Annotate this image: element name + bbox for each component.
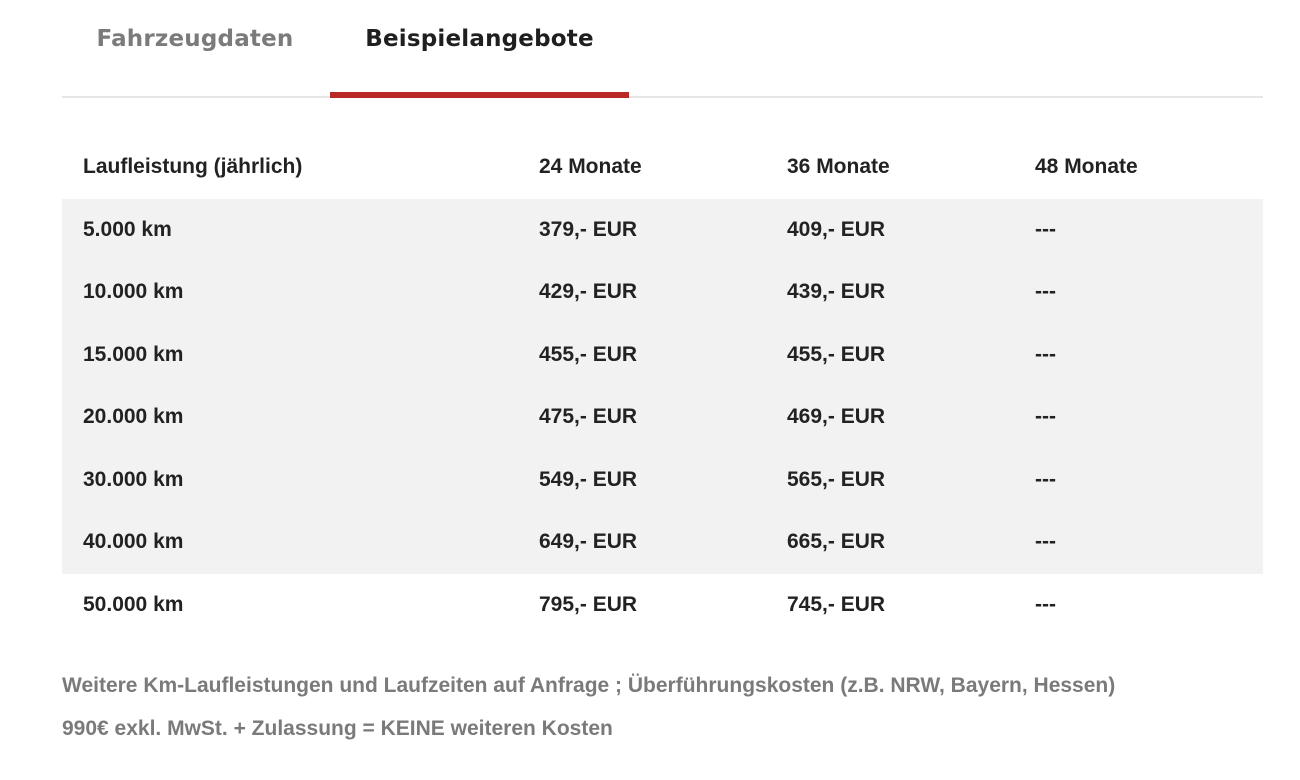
table-row: 15.000 km 455,- EUR 455,- EUR --- bbox=[62, 323, 1263, 386]
tab-label: Beispielangebote bbox=[365, 26, 594, 52]
column-header-48-months: 48 Monate bbox=[1035, 155, 1138, 179]
mileage-cell: 50.000 km bbox=[83, 592, 184, 616]
table-row: 50.000 km 795,- EUR 745,- EUR --- bbox=[62, 574, 1263, 637]
mileage-cell: 5.000 km bbox=[62, 198, 518, 261]
column-header-mileage: Laufleistung (jährlich) bbox=[83, 155, 303, 179]
tab-beispielangebote[interactable]: Beispielangebote bbox=[330, 0, 629, 98]
table-header-row: Laufleistung (jährlich) 24 Monate 36 Mon… bbox=[62, 136, 1263, 199]
price-cell: 379,- EUR bbox=[518, 198, 766, 261]
price-cell: 409,- EUR bbox=[766, 198, 1014, 261]
price-cell: 795,- EUR bbox=[539, 592, 638, 616]
price-cell: 469,- EUR bbox=[766, 386, 1014, 449]
footnote-line: Weitere Km-Laufleistungen und Laufzeiten… bbox=[62, 674, 1116, 697]
price-cell: 565,- EUR bbox=[766, 448, 1014, 511]
mileage-cell: 40.000 km bbox=[62, 511, 518, 574]
tab-fahrzeugdaten[interactable]: Fahrzeugdaten bbox=[70, 0, 320, 96]
leasing-offers-table: Laufleistung (jährlich) 24 Monate 36 Mon… bbox=[62, 136, 1263, 636]
active-tab-indicator bbox=[330, 92, 629, 98]
mileage-cell: 30.000 km bbox=[62, 448, 518, 511]
price-cell: 549,- EUR bbox=[518, 448, 766, 511]
price-cell: --- bbox=[1014, 448, 1263, 511]
price-cell: --- bbox=[1014, 511, 1263, 574]
price-cell: --- bbox=[1035, 592, 1056, 616]
column-header-24-months: 24 Monate bbox=[539, 155, 642, 179]
price-cell: 455,- EUR bbox=[518, 323, 766, 386]
price-cell: 745,- EUR bbox=[787, 592, 886, 616]
price-cell: --- bbox=[1014, 198, 1263, 261]
price-cell: 429,- EUR bbox=[518, 261, 766, 324]
price-cell: 649,- EUR bbox=[518, 511, 766, 574]
column-header-36-months: 36 Monate bbox=[787, 155, 890, 179]
table-row: 30.000 km 549,- EUR 565,- EUR --- bbox=[62, 448, 1263, 511]
price-cell: --- bbox=[1014, 386, 1263, 449]
price-cell: --- bbox=[1014, 323, 1263, 386]
tab-label: Fahrzeugdaten bbox=[96, 26, 294, 52]
table-row: 5.000 km 379,- EUR 409,- EUR --- bbox=[62, 198, 1263, 261]
price-cell: 665,- EUR bbox=[766, 511, 1014, 574]
footnote: Weitere Km-Laufleistungen und Laufzeiten… bbox=[62, 664, 1262, 750]
mileage-cell: 15.000 km bbox=[62, 323, 518, 386]
footnote-line: 990€ exkl. MwSt. + Zulassung = KEINE wei… bbox=[62, 717, 613, 740]
mileage-cell: 10.000 km bbox=[62, 261, 518, 324]
price-cell: --- bbox=[1014, 261, 1263, 324]
table-row: 20.000 km 475,- EUR 469,- EUR --- bbox=[62, 386, 1263, 449]
table-row: 10.000 km 429,- EUR 439,- EUR --- bbox=[62, 261, 1263, 324]
table-row: 40.000 km 649,- EUR 665,- EUR --- bbox=[62, 511, 1263, 574]
price-cell: 455,- EUR bbox=[766, 323, 1014, 386]
tab-bar: Fahrzeugdaten Beispielangebote bbox=[62, 0, 1263, 98]
mileage-cell: 20.000 km bbox=[62, 386, 518, 449]
price-cell: 439,- EUR bbox=[766, 261, 1014, 324]
price-cell: 475,- EUR bbox=[518, 386, 766, 449]
